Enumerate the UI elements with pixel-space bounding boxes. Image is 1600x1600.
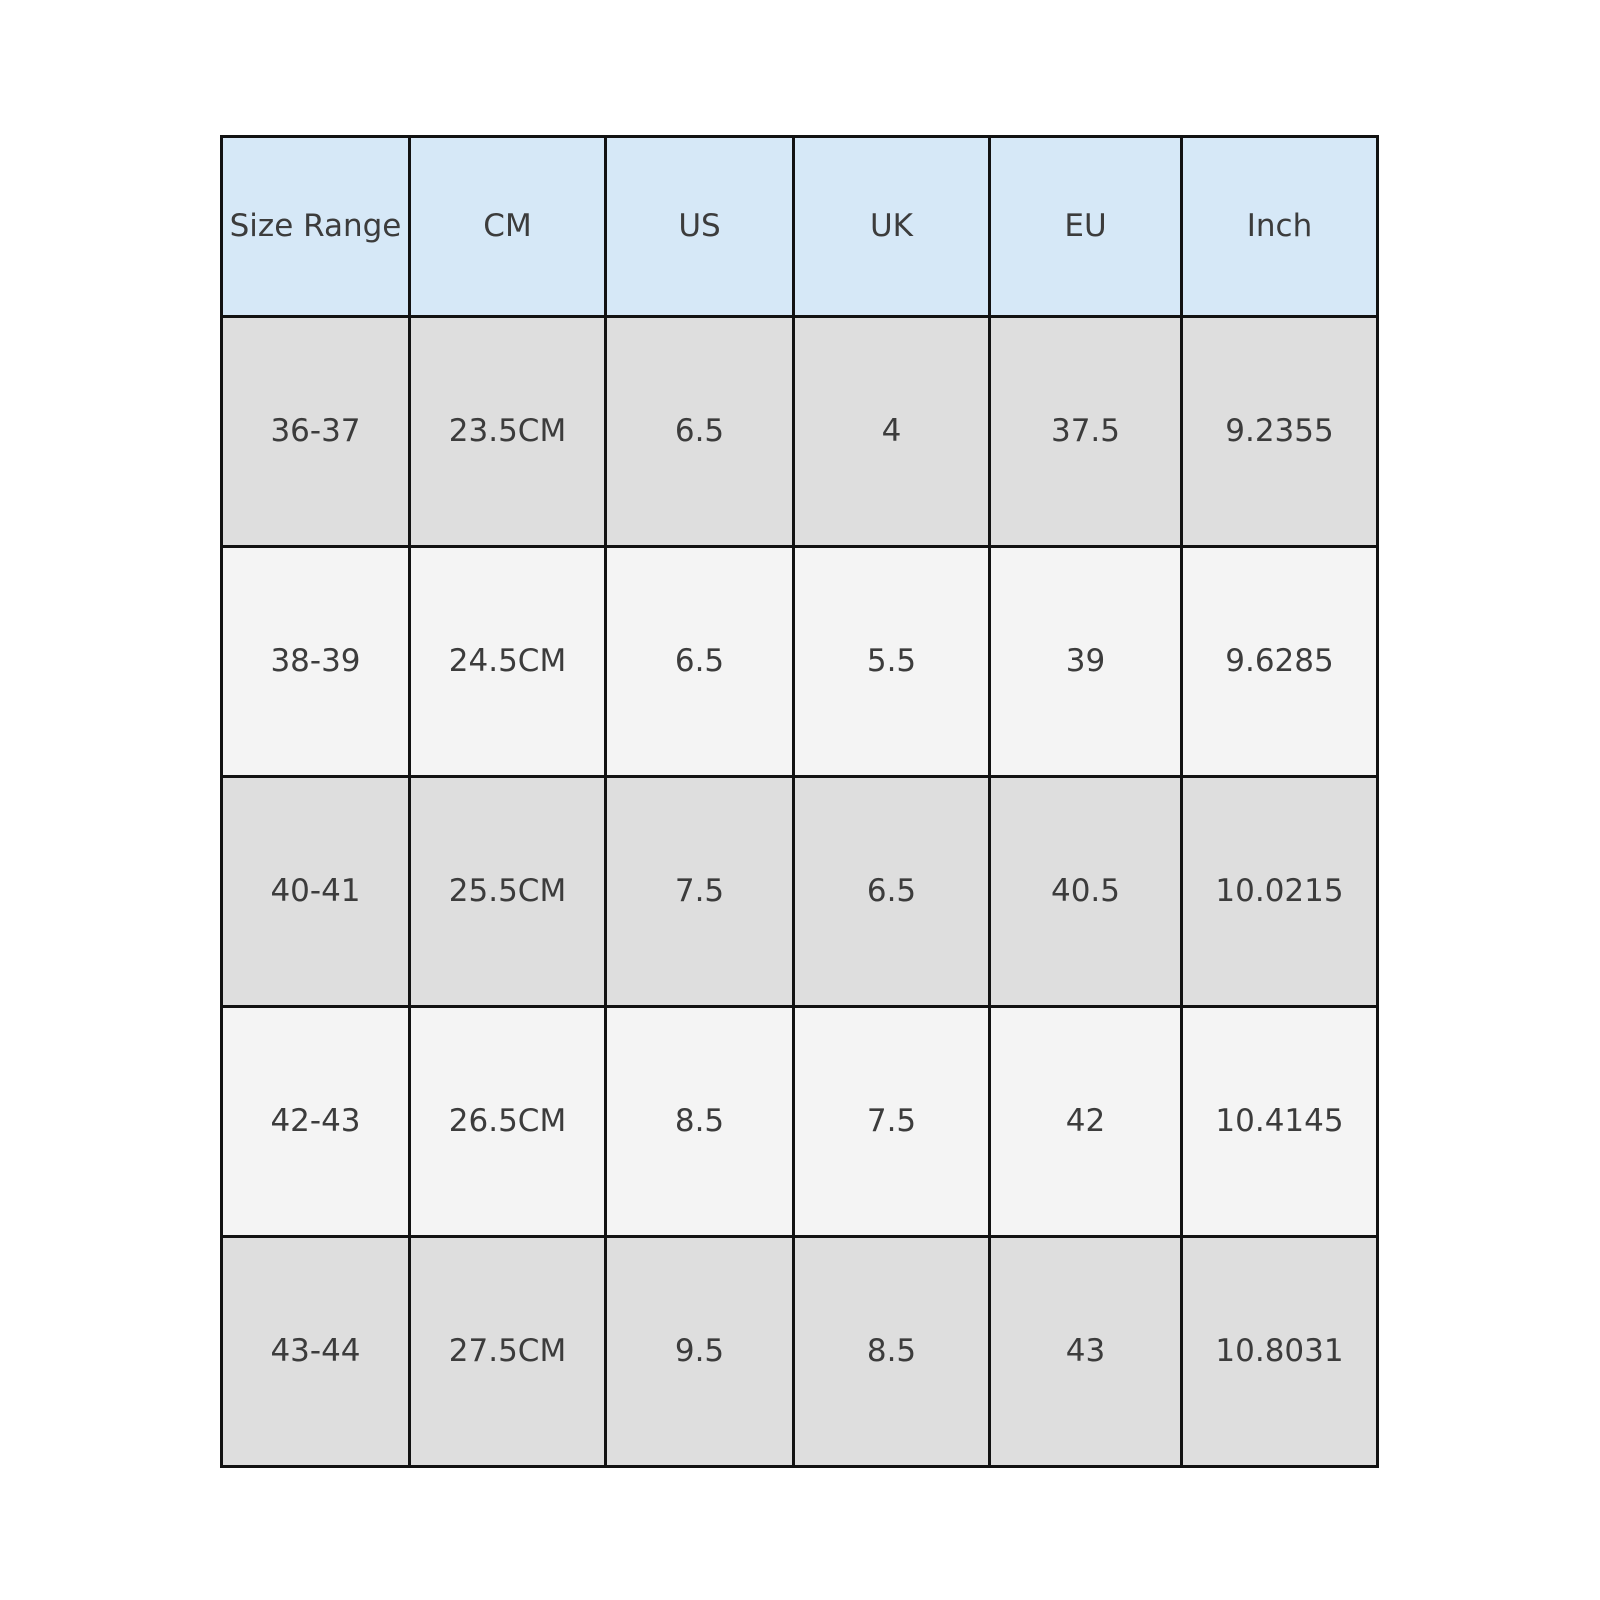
- table-row: 40-41 25.5CM 7.5 6.5 40.5 10.0215: [220, 775, 1379, 1008]
- cell-uk: 5.5: [792, 545, 991, 778]
- cell-size-range: 36-37: [220, 315, 411, 548]
- cell-inch: 9.6285: [1180, 545, 1379, 778]
- column-header-eu: EU: [988, 135, 1183, 318]
- cell-uk: 7.5: [792, 1005, 991, 1238]
- cell-eu: 37.5: [988, 315, 1183, 548]
- cell-inch: 10.0215: [1180, 775, 1379, 1008]
- cell-cm: 23.5CM: [408, 315, 607, 548]
- cell-us: 6.5: [604, 315, 795, 548]
- cell-size-range: 43-44: [220, 1235, 411, 1468]
- column-header-uk: UK: [792, 135, 991, 318]
- cell-eu: 40.5: [988, 775, 1183, 1008]
- size-chart-container: Size Range CM US UK EU Inch 36-37 23.5CM…: [220, 135, 1379, 1468]
- cell-cm: 24.5CM: [408, 545, 607, 778]
- cell-us: 8.5: [604, 1005, 795, 1238]
- cell-size-range: 40-41: [220, 775, 411, 1008]
- cell-us: 7.5: [604, 775, 795, 1008]
- column-header-inch: Inch: [1180, 135, 1379, 318]
- cell-uk: 6.5: [792, 775, 991, 1008]
- table-header: Size Range CM US UK EU Inch: [220, 135, 1379, 318]
- cell-us: 6.5: [604, 545, 795, 778]
- cell-cm: 27.5CM: [408, 1235, 607, 1468]
- cell-size-range: 42-43: [220, 1005, 411, 1238]
- column-header-us: US: [604, 135, 795, 318]
- cell-inch: 9.2355: [1180, 315, 1379, 548]
- cell-size-range: 38-39: [220, 545, 411, 778]
- cell-eu: 43: [988, 1235, 1183, 1468]
- cell-cm: 25.5CM: [408, 775, 607, 1008]
- column-header-cm: CM: [408, 135, 607, 318]
- table-row: 38-39 24.5CM 6.5 5.5 39 9.6285: [220, 545, 1379, 778]
- table-header-row: Size Range CM US UK EU Inch: [220, 135, 1379, 318]
- cell-eu: 39: [988, 545, 1183, 778]
- cell-uk: 4: [792, 315, 991, 548]
- shoe-size-conversion-table: Size Range CM US UK EU Inch 36-37 23.5CM…: [220, 135, 1379, 1468]
- table-body: 36-37 23.5CM 6.5 4 37.5 9.2355 38-39 24.…: [220, 315, 1379, 1468]
- cell-uk: 8.5: [792, 1235, 991, 1468]
- table-row: 36-37 23.5CM 6.5 4 37.5 9.2355: [220, 315, 1379, 548]
- cell-eu: 42: [988, 1005, 1183, 1238]
- cell-inch: 10.4145: [1180, 1005, 1379, 1238]
- column-header-size-range: Size Range: [220, 135, 411, 318]
- cell-us: 9.5: [604, 1235, 795, 1468]
- table-row: 42-43 26.5CM 8.5 7.5 42 10.4145: [220, 1005, 1379, 1238]
- cell-cm: 26.5CM: [408, 1005, 607, 1238]
- table-row: 43-44 27.5CM 9.5 8.5 43 10.8031: [220, 1235, 1379, 1468]
- cell-inch: 10.8031: [1180, 1235, 1379, 1468]
